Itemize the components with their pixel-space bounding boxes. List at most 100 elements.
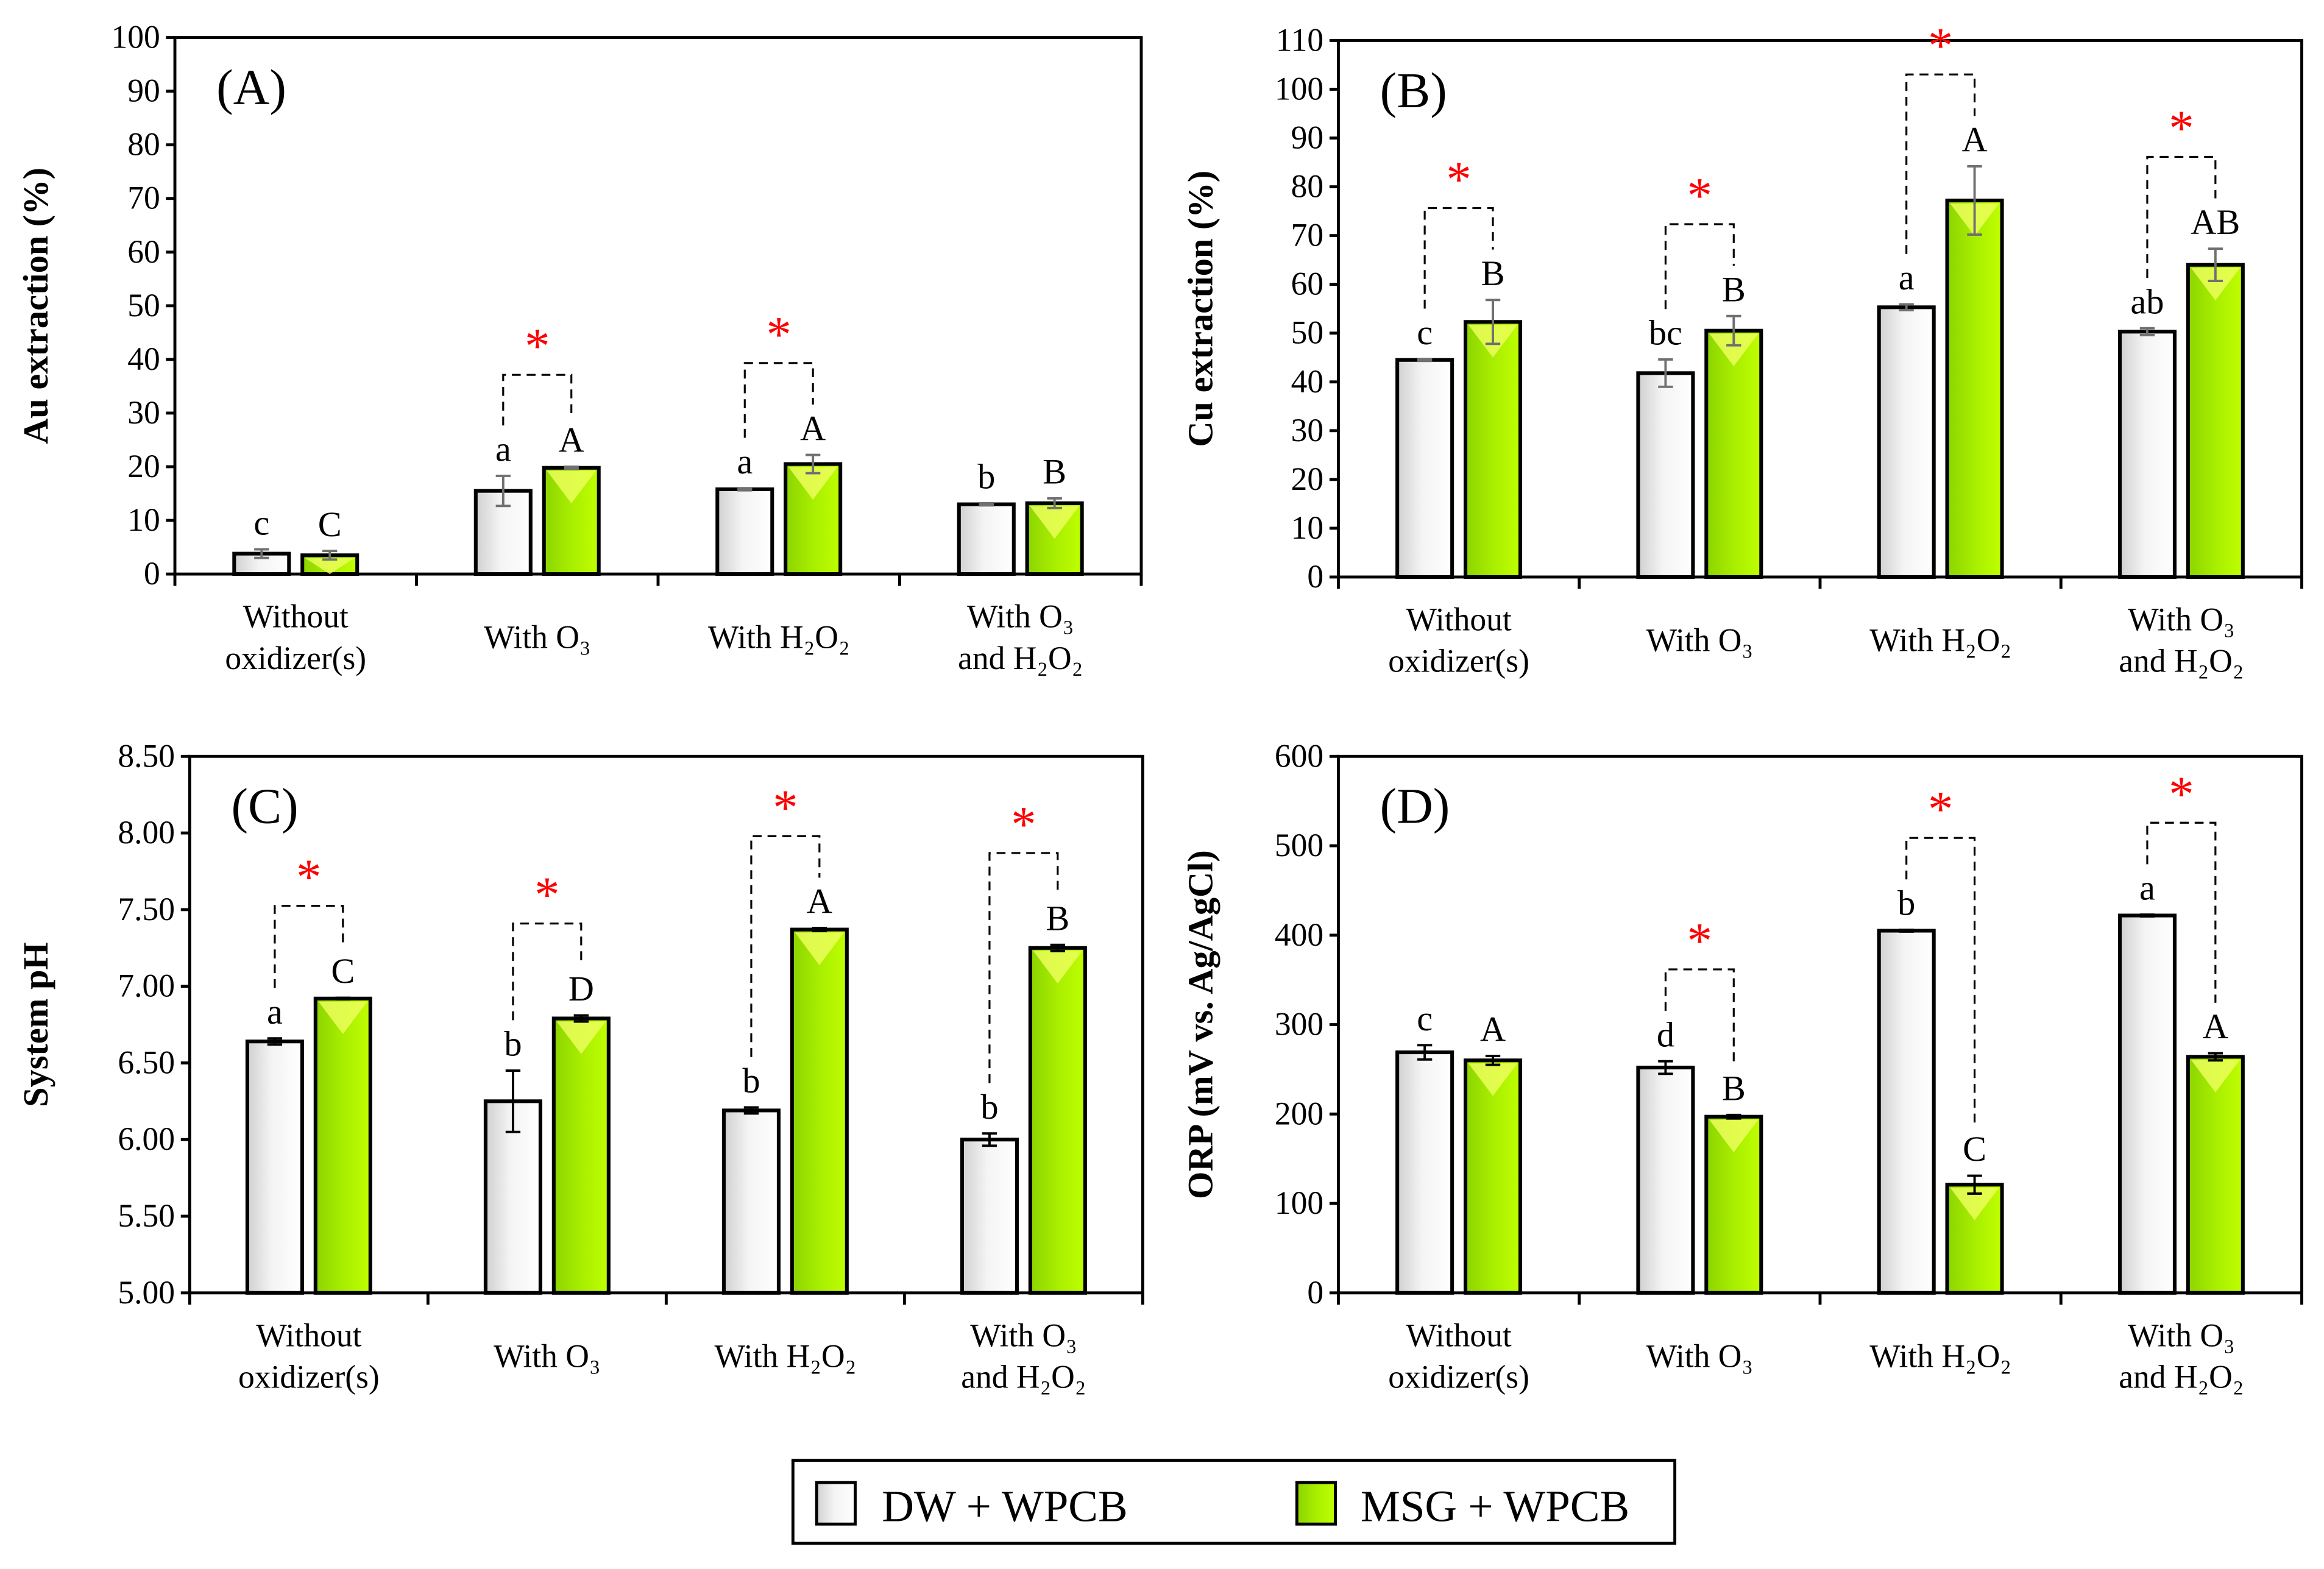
significance-star: * [1011, 796, 1036, 852]
significance-letter: C [318, 505, 342, 544]
comparison-bracket [988, 852, 1059, 1083]
bar-highlight [1950, 1188, 1999, 1220]
chart-panel-a: 0 10 20 30 40 50 60 70 80 90 100 Au extraction (%) (… [16, 19, 1143, 676]
y-tick-label: 20 [127, 448, 160, 484]
panel-label: (B) [1380, 62, 1447, 118]
significance-letter: B [1722, 1068, 1746, 1108]
y-tick-label: 20 [1291, 461, 1324, 497]
panel-label: (C) [231, 778, 298, 834]
significance-letter: a [1899, 258, 1915, 297]
significance-letter: a [2139, 868, 2155, 908]
bar-highlight [1468, 1063, 1518, 1096]
significance-letter: c [1417, 313, 1433, 352]
bar-dw [715, 487, 774, 576]
x-category-label: With O₃ [970, 1317, 1077, 1353]
bar-dw [1636, 1065, 1695, 1295]
significance-star: * [2169, 100, 2194, 156]
significance-star: * [525, 318, 550, 374]
significance-letter: b [504, 1024, 522, 1064]
y-tick-label: 7.00 [118, 968, 175, 1004]
comparison-bracket [2146, 155, 2217, 278]
bar-highlight [2191, 1060, 2240, 1093]
significance-star: * [1687, 912, 1712, 968]
y-tick-label: 40 [127, 341, 160, 377]
x-category-label: oxidizer(s) [225, 640, 366, 676]
chart-panel-c: 5.00 5.50 6.00 6.50 7.00 7.50 8.00 8.50 System p… [16, 737, 1144, 1395]
comparison-bracket [1905, 73, 1976, 254]
x-category-label: oxidizer(s) [1388, 643, 1529, 679]
significance-letter: c [253, 503, 269, 542]
x-category-label: Without [256, 1317, 361, 1353]
y-tick-label: 90 [127, 73, 160, 109]
x-category-label: With H₂O₂ [1869, 622, 2011, 659]
y-tick-label: 50 [1291, 314, 1324, 351]
legend-box [791, 1459, 1677, 1545]
legend-swatch-dw [815, 1481, 857, 1526]
significance-star: * [767, 306, 792, 362]
comparison-bracket [502, 374, 573, 426]
y-axis-label: Au extraction (%) [16, 168, 55, 444]
y-tick-label: 0 [1307, 1274, 1323, 1311]
significance-letter: d [1657, 1015, 1674, 1054]
y-tick-label: 0 [1307, 558, 1323, 595]
bar-dw [1877, 305, 1936, 579]
chart-panel-d: 0 100 200 300 400 500 600 ORP (mV vs. Ag/AgCl) (… [1181, 737, 2303, 1395]
y-tick-label: 60 [1291, 266, 1324, 302]
significance-letter: C [1963, 1129, 1986, 1169]
significance-letter: a [737, 442, 753, 481]
comparison-bracket [1664, 223, 1735, 310]
bar-highlight [788, 467, 838, 500]
chart-panel-b: 0 10 20 30 40 50 60 70 80 90 100 110 Cu extraction (… [1181, 18, 2303, 679]
y-tick-label: 6.00 [118, 1121, 175, 1157]
bar-dw [1395, 1050, 1454, 1295]
y-tick-label: 70 [127, 180, 160, 216]
bar-msg [1463, 1058, 1523, 1295]
y-tick-label: 50 [127, 287, 160, 324]
y-tick-label: 400 [1275, 916, 1323, 953]
significance-star: * [1928, 18, 1953, 74]
significance-letter: b [1897, 884, 1915, 923]
significance-letter: AB [2191, 202, 2240, 242]
significance-letter: A [800, 408, 826, 448]
comparison-bracket [743, 362, 814, 438]
significance-star: * [534, 866, 559, 923]
y-tick-label: 600 [1275, 737, 1323, 774]
x-category-label: With O₃ [1646, 1337, 1754, 1374]
bar-dw [2117, 913, 2177, 1295]
comparison-bracket [750, 835, 821, 1057]
y-tick-label: 0 [144, 555, 160, 592]
significance-star: * [1928, 781, 1953, 837]
y-tick-label: 80 [1291, 168, 1324, 205]
x-category-label: and H₂O₂ [2119, 643, 2244, 679]
x-category-label: With H₂O₂ [1869, 1337, 2011, 1374]
significance-letter: b [742, 1061, 760, 1100]
x-category-label: With O₃ [484, 619, 591, 656]
y-tick-label: 110 [1276, 21, 1323, 58]
legend-label-dw: DW + WPCB [882, 1481, 1127, 1531]
legend-label-msg: MSG + WPCB [1361, 1481, 1629, 1531]
x-category-label: With O₃ [2128, 1317, 2235, 1353]
panel-label: (D) [1380, 778, 1450, 834]
significance-letter: C [331, 951, 355, 991]
y-tick-label: 70 [1291, 217, 1324, 253]
bar-msg [2186, 263, 2245, 579]
x-category-label: oxidizer(s) [238, 1358, 380, 1395]
y-axis-label: System pH [16, 942, 55, 1107]
comparison-bracket [1423, 207, 1494, 309]
significance-letter: A [2203, 1007, 2228, 1046]
x-category-label: Without [243, 598, 349, 635]
x-category-label: With H₂O₂ [708, 619, 850, 656]
bar-highlight [318, 1001, 367, 1035]
bar-msg [1945, 198, 2004, 579]
significance-letter: a [495, 430, 511, 469]
bar-dw [232, 551, 291, 576]
legend: DW + WPCB MSG + WPCB [791, 1459, 1677, 1545]
bar-msg [2186, 1055, 2245, 1295]
significance-letter: B [1722, 269, 1746, 309]
significance-star: * [773, 779, 798, 835]
bar-msg [1028, 946, 1087, 1295]
bar-msg [1463, 320, 1523, 579]
y-tick-label: 500 [1275, 827, 1323, 863]
y-tick-label: 5.50 [118, 1197, 175, 1234]
bar-dw [1395, 358, 1454, 579]
